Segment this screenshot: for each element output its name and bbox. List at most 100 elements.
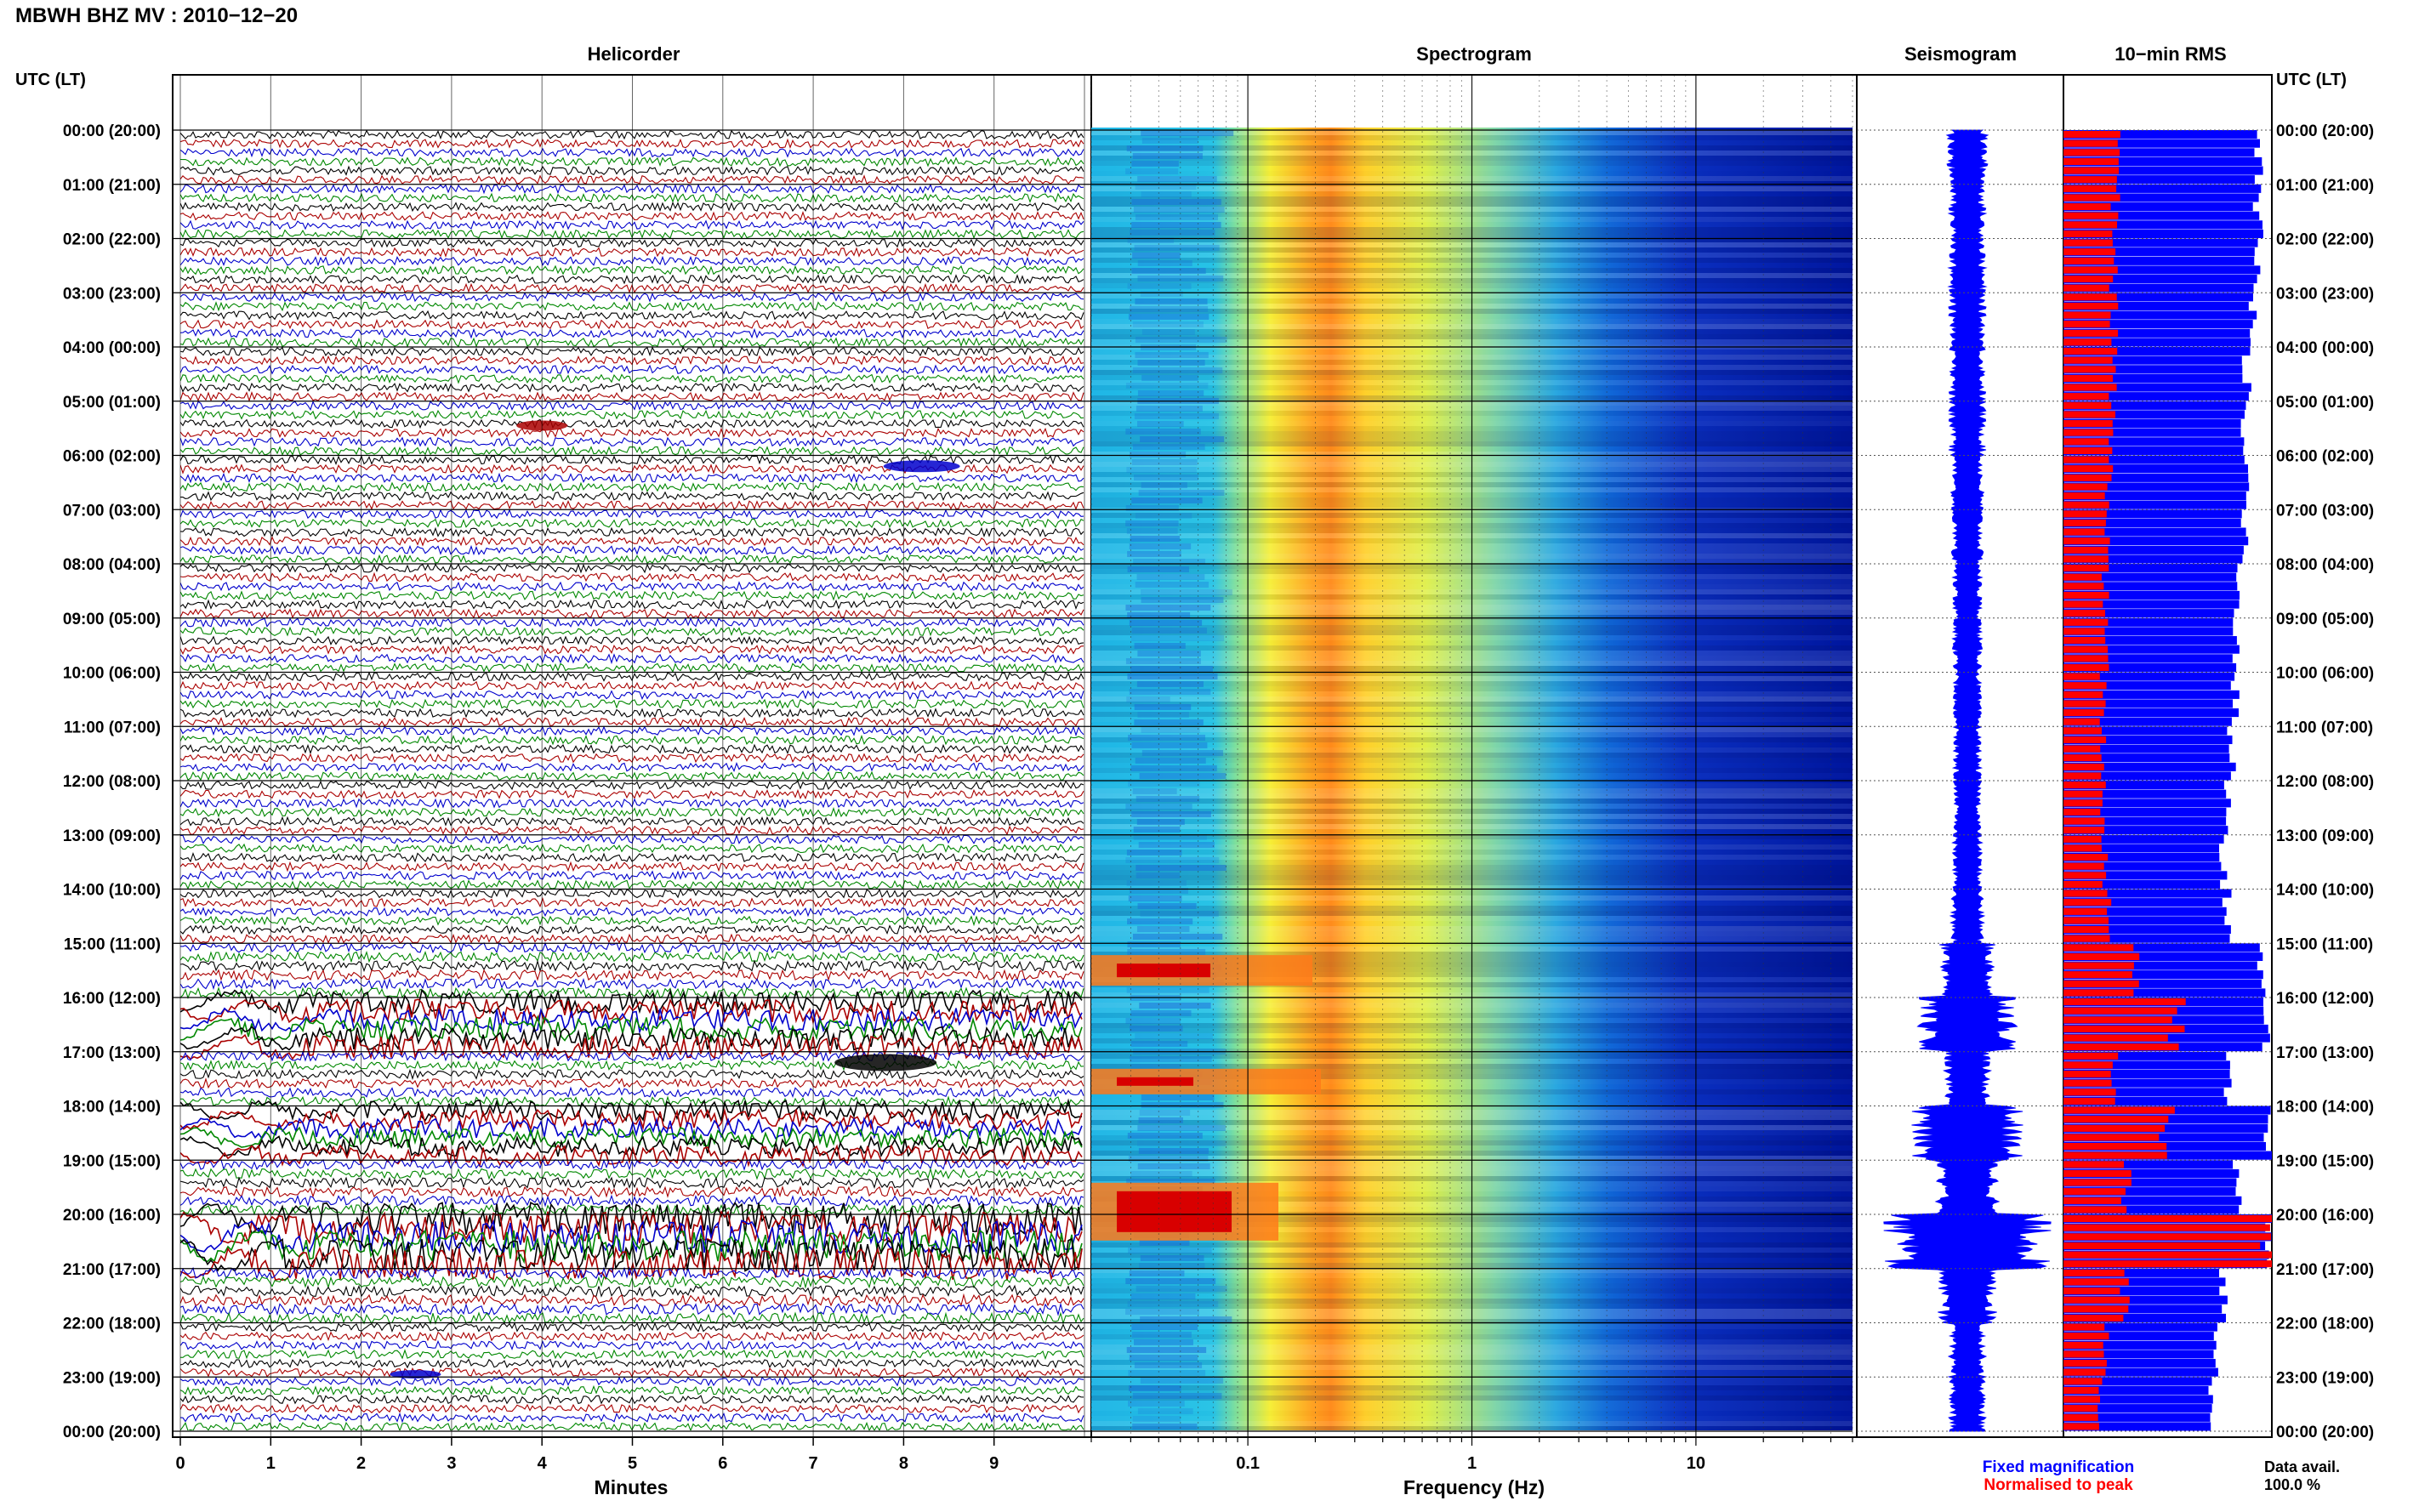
- rms-bar-normalised: [2063, 645, 2109, 653]
- spectrogram-lowband: [1136, 406, 1203, 412]
- spectrogram-lowband: [1141, 329, 1195, 335]
- spectrogram-lowband: [1130, 666, 1213, 672]
- rms-bar-normalised: [2063, 1034, 2168, 1042]
- rms-bar-fixed: [2063, 952, 2263, 961]
- spectrogram-lowband: [1125, 857, 1220, 863]
- rms-bar-normalised: [2063, 1287, 2120, 1295]
- rms-bar-normalised: [2063, 1179, 2132, 1186]
- rms-bar-fixed: [2063, 735, 2233, 744]
- rms-bar-normalised: [2063, 456, 2109, 463]
- rms-bar-fixed: [2063, 717, 2232, 726]
- rms-bar-fixed: [2063, 492, 2246, 501]
- spectrogram-lowband: [1141, 1102, 1224, 1108]
- rms-bar-fixed: [2063, 1377, 2212, 1386]
- rms-bar-fixed: [2063, 347, 2251, 356]
- spectrogram-title: Spectrogram: [1416, 43, 1532, 65]
- helicorder-event: [883, 460, 960, 473]
- spectrogram-lowband: [1141, 375, 1198, 381]
- rms-bar-fixed: [2063, 383, 2251, 392]
- rms-bar-normalised: [2063, 1143, 2167, 1151]
- spectrogram-lowband: [1141, 130, 1234, 136]
- rms-bar-fixed: [2063, 781, 2224, 790]
- spectrogram-lowband: [1135, 352, 1209, 358]
- rms-bar-normalised: [2063, 149, 2120, 156]
- time-axis-label-left: UTC (LT): [15, 71, 86, 89]
- rms-bar-fixed: [2063, 699, 2233, 708]
- spectrogram-lowband: [1137, 712, 1189, 718]
- rms-bar-normalised: [2063, 899, 2112, 907]
- rms-bar-normalised: [2063, 1106, 2175, 1114]
- spectrogram-lowband: [1125, 804, 1192, 810]
- rms-bar-fixed: [2063, 600, 2240, 609]
- frequency-axis-label: Frequency (Hz): [1403, 1476, 1545, 1498]
- spectrogram-lowband: [1140, 1316, 1232, 1322]
- helicorder-trace: [180, 1237, 1083, 1272]
- rms-bar-fixed: [2063, 1133, 2264, 1142]
- rms-bar-fixed: [2063, 726, 2228, 736]
- spectrogram-lowband: [1132, 153, 1203, 159]
- rms-bar-fixed: [2063, 455, 2245, 464]
- spectrogram-lowband: [1130, 230, 1215, 236]
- spectrogram-lowband: [1130, 1041, 1188, 1047]
- rms-bar-fixed: [2063, 428, 2241, 437]
- rms-bar-normalised: [2063, 610, 2105, 617]
- spectrogram-lowband: [1126, 1347, 1207, 1353]
- helicorder-trace: [180, 1117, 1083, 1141]
- rms-bar-normalised: [2063, 854, 2109, 861]
- rms-bar-normalised: [2063, 483, 2108, 491]
- rms-bar-fixed: [2063, 148, 2255, 157]
- time-axis-label-right: UTC (LT): [2276, 71, 2347, 89]
- rms-bar-normalised: [2063, 1386, 2099, 1394]
- spectrogram-lowband: [1125, 1309, 1200, 1315]
- rms-bar-normalised: [2063, 1016, 2172, 1024]
- time-label-right: 21:00 (17:00): [2276, 1261, 2374, 1279]
- rms-bar-normalised: [2063, 1405, 2098, 1413]
- helicorder-trace: [180, 997, 1083, 1025]
- rms-bar-normalised: [2063, 420, 2113, 428]
- helicorder-trace: [180, 1144, 1083, 1168]
- rms-bar-normalised: [2063, 329, 2119, 337]
- time-label-left: 11:00 (07:00): [64, 719, 161, 736]
- rms-bar-normalised: [2063, 1368, 2106, 1376]
- rms-bar-fixed: [2063, 1268, 2219, 1277]
- rms-bar-normalised: [2063, 438, 2109, 446]
- rms-bar-fixed: [2063, 1350, 2214, 1359]
- rms-bar-fixed: [2063, 184, 2262, 193]
- spectrogram-lowband: [1127, 674, 1218, 679]
- spectrogram-lowband: [1138, 1117, 1183, 1123]
- spectrogram-lowband: [1127, 941, 1181, 947]
- rms-bar-normalised: [2063, 384, 2117, 391]
- rms-bar-normalised: [2063, 682, 2107, 690]
- rms-bar-fixed: [2063, 609, 2234, 618]
- spectrogram-lowband: [1139, 773, 1227, 779]
- spectrogram-lowband: [1127, 949, 1206, 955]
- rms-bar-normalised: [2063, 663, 2109, 671]
- rms-bar-fixed: [2063, 437, 2245, 446]
- minute-axis: 0 1 2 3 4 5 6 7 8 9: [175, 1437, 999, 1473]
- rms-bar-normalised: [2063, 157, 2119, 165]
- spectrogram-lowband: [1127, 283, 1192, 289]
- spectrogram-lowband: [1125, 168, 1179, 174]
- spectrogram-lowband: [1132, 253, 1181, 259]
- rms-bar-fixed: [2063, 1160, 2234, 1169]
- time-label-right: 23:00 (19:00): [2276, 1369, 2374, 1387]
- rms-bar-normalised: [2063, 1360, 2107, 1367]
- rms-bar-normalised: [2063, 808, 2101, 816]
- rms-bar-fixed: [2063, 1385, 2209, 1395]
- rms-bar-fixed: [2063, 789, 2227, 799]
- rms-bar-normalised: [2063, 745, 2101, 753]
- rms-bar-normalised: [2063, 546, 2109, 554]
- rms-bar-fixed: [2063, 690, 2240, 699]
- spectrogram-lowband: [1137, 276, 1224, 281]
- minutes-axis-label: Minutes: [595, 1476, 669, 1498]
- time-label-right: 01:00 (21:00): [2276, 177, 2374, 195]
- rms-bar-normalised: [2063, 1116, 2169, 1123]
- rms-bar-fixed: [2063, 1051, 2227, 1060]
- time-label-left: 02:00 (22:00): [63, 231, 161, 249]
- spectrogram-lowband: [1130, 635, 1225, 641]
- rms-bar-fixed: [2063, 970, 2263, 980]
- rms-bar-normalised: [2063, 1169, 2132, 1177]
- spectrogram-lowband: [1131, 497, 1203, 503]
- rms-bar-normalised: [2063, 348, 2118, 355]
- time-label-left: 00:00 (20:00): [63, 1424, 161, 1441]
